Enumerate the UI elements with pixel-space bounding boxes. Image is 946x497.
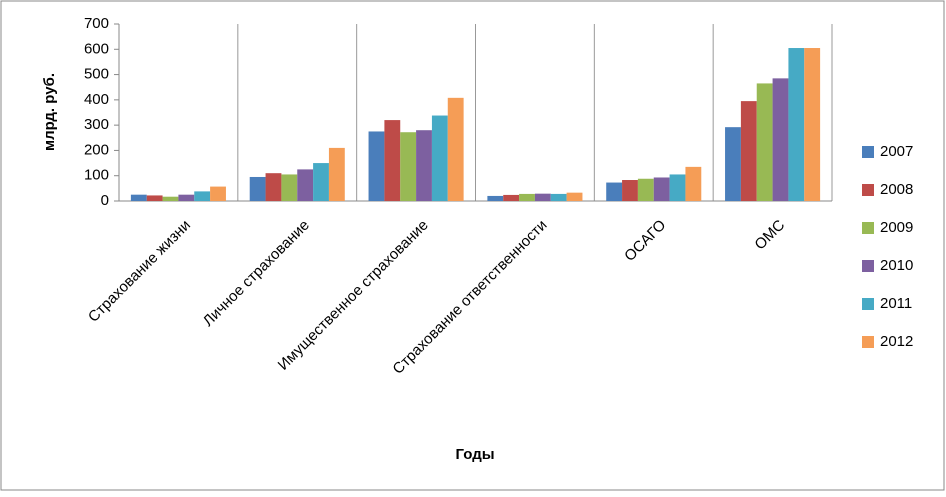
legend-swatch [862,184,874,196]
bar [637,178,654,201]
bar [146,195,163,201]
bar [685,166,702,201]
bar [653,177,670,201]
bar [725,127,741,201]
bar [447,97,464,201]
bar [194,191,211,201]
y-tick-label: 600 [84,40,109,57]
legend-label: 2007 [880,143,913,160]
bar [669,174,686,201]
y-tick-label: 300 [84,116,109,133]
bar [756,83,773,201]
bar [281,174,298,201]
bar [740,101,757,201]
bar [384,120,401,201]
bar [178,194,195,201]
y-tick-label: 400 [84,91,109,108]
bar [622,180,638,201]
bar [606,182,623,201]
y-axis-title: млрд. руб. [41,73,58,151]
y-tick-label: 500 [84,66,109,83]
bar [804,48,821,202]
y-tick-label: 200 [84,141,109,158]
y-tick-label: 0 [101,192,109,209]
y-tick-label: 700 [84,15,109,32]
legend-label: 2011 [880,295,912,312]
bar [503,194,520,201]
bar [313,163,329,201]
bar [297,169,314,201]
bar [550,193,567,201]
legend-swatch [862,298,874,310]
bar [788,48,805,202]
legend-label: 2009 [880,219,913,236]
legend-swatch [862,260,874,272]
bar [772,78,789,201]
y-tick-label: 100 [84,167,109,184]
bar [162,196,179,201]
bar [249,176,266,201]
legend-label: 2010 [880,257,913,274]
bar [130,194,147,201]
bar [534,193,551,201]
bar [265,173,282,201]
bar [210,186,226,201]
bar [368,131,385,201]
bar [519,193,535,201]
legend-swatch [862,222,874,234]
x-axis-title: Годы [455,446,494,463]
legend-swatch [862,146,874,158]
bar [566,192,583,201]
bar [400,132,417,201]
bar [487,195,504,201]
bar [328,147,345,201]
legend-label: 2012 [880,333,913,350]
legend-swatch [862,336,874,348]
bar [416,130,432,201]
bar [431,115,448,201]
legend-label: 2008 [880,181,913,198]
